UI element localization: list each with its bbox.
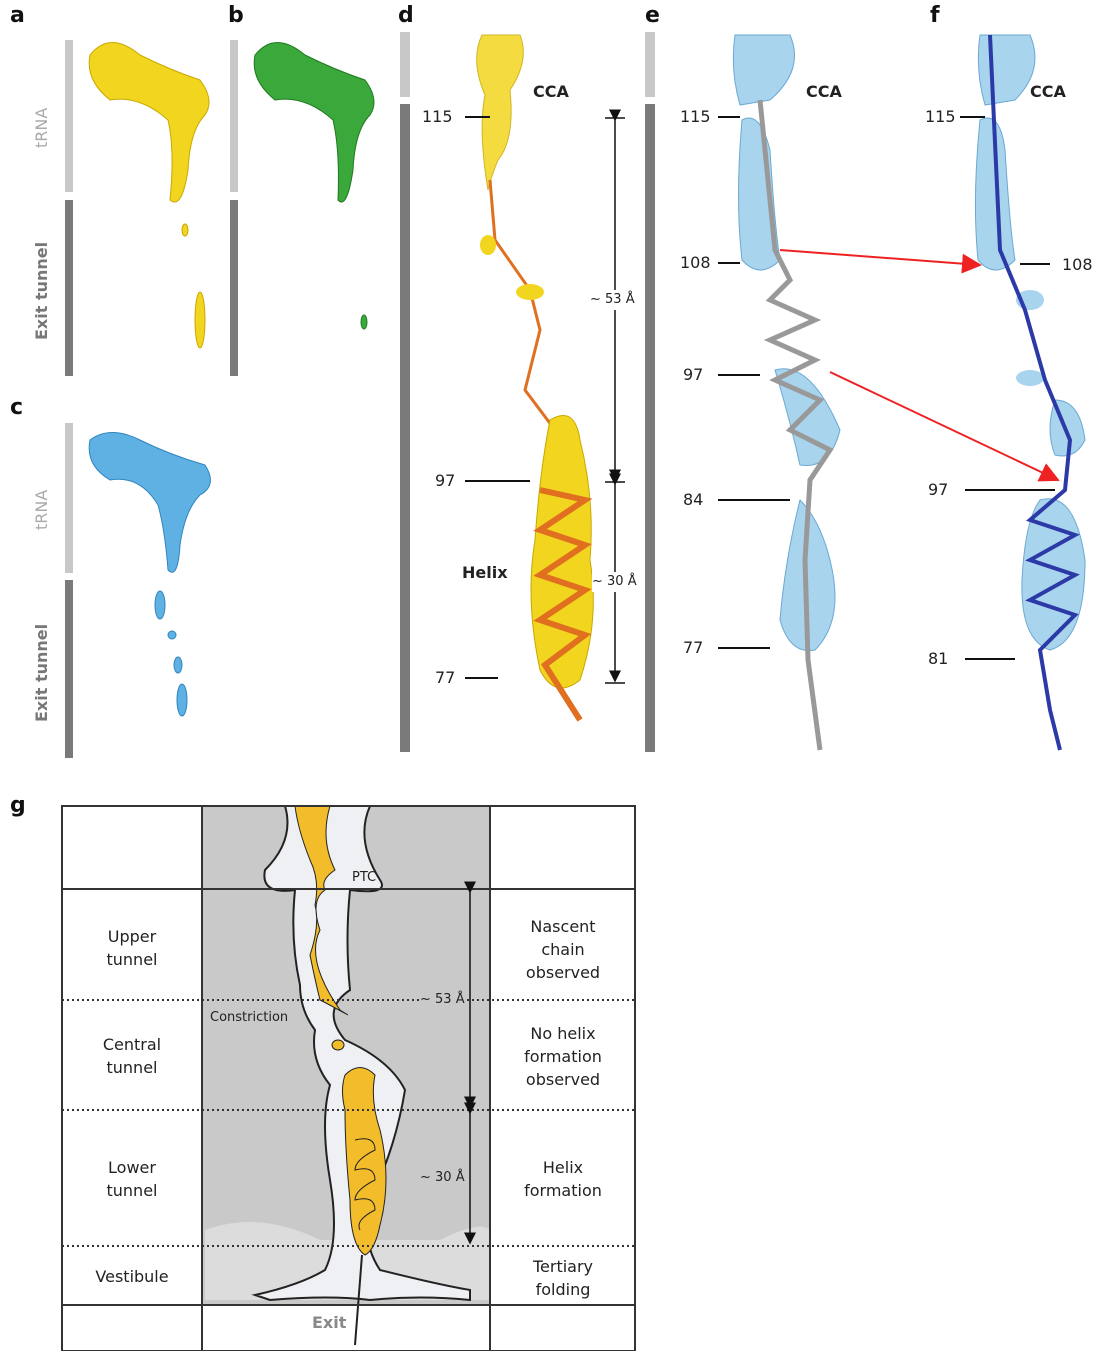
dimension-d: [605, 118, 625, 683]
shape: [254, 43, 374, 203]
shape: [645, 32, 655, 97]
label: 81: [928, 649, 948, 669]
label: 115: [925, 107, 956, 127]
shape: [230, 200, 238, 376]
label: Central tunnel: [87, 1033, 177, 1079]
label: b: [228, 6, 244, 26]
shape: [645, 104, 655, 752]
shape: [400, 104, 410, 752]
label: d: [398, 6, 414, 26]
label: No helix formation observed: [513, 1022, 613, 1091]
label: Exit tunnel: [32, 242, 52, 340]
label: g: [10, 796, 26, 816]
shape: [490, 180, 555, 480]
shape: [174, 657, 182, 673]
label: Lower tunnel: [87, 1156, 177, 1202]
label: 77: [683, 638, 703, 658]
label: tRNA: [32, 108, 52, 148]
density-b: [254, 43, 374, 330]
shape: [1016, 370, 1044, 386]
shape: [195, 292, 205, 348]
label: 115: [422, 107, 453, 127]
label: 97: [683, 365, 703, 385]
label: ~ 30 Å: [420, 1168, 465, 1188]
shape: [780, 250, 980, 265]
shape: [65, 423, 73, 573]
shape: [480, 235, 496, 255]
label: 108: [680, 253, 711, 273]
shape: [177, 684, 187, 716]
shape: [332, 1040, 344, 1050]
shape: [230, 40, 238, 192]
panel-e-model: [733, 35, 840, 750]
shape: [89, 43, 209, 203]
label: ~ 53 Å: [420, 990, 465, 1010]
shape: [830, 372, 1058, 480]
shape: [89, 433, 210, 573]
label: Tertiary folding: [513, 1255, 613, 1301]
label: c: [10, 398, 23, 418]
shape: [516, 284, 544, 300]
label: tRNA: [32, 490, 52, 530]
label: CCA: [1030, 82, 1066, 102]
shape: [65, 40, 73, 192]
label: Upper tunnel: [87, 925, 177, 971]
shape: [155, 591, 165, 619]
label: a: [10, 6, 25, 26]
label: 84: [683, 490, 703, 510]
label: f: [930, 6, 940, 26]
label: Vestibule: [77, 1265, 187, 1288]
label: ~ 53 Å: [590, 290, 635, 310]
page: a b d e f c g tRNA Exit tunnel tRNA Exit…: [0, 0, 1104, 1351]
label: Exit: [312, 1313, 346, 1333]
label: 97: [928, 480, 948, 500]
label: CCA: [533, 82, 569, 102]
shape: [978, 35, 1035, 105]
shape: [477, 35, 524, 190]
shape: [168, 631, 176, 639]
shape: [65, 580, 73, 758]
label: 108: [1062, 255, 1093, 275]
shape: [400, 32, 410, 97]
shape: [65, 200, 73, 376]
label: e: [645, 6, 660, 26]
label: Constriction: [210, 1008, 288, 1028]
density-c: [89, 433, 210, 717]
shape: [531, 416, 593, 689]
label: 115: [680, 107, 711, 127]
density-a: [89, 43, 209, 349]
label: PTC: [352, 868, 376, 888]
shape: [182, 224, 188, 236]
figure: [0, 0, 1104, 1351]
label: 97: [435, 471, 455, 491]
label: 77: [435, 668, 455, 688]
label: CCA: [806, 82, 842, 102]
label: Helix formation: [513, 1156, 613, 1202]
panel-d-model: [477, 35, 594, 720]
label: Nascent chain observed: [513, 915, 613, 984]
label: ~ 30 Å: [592, 572, 637, 592]
label: Helix: [462, 563, 508, 583]
shape: [733, 35, 794, 105]
shape: [361, 315, 367, 329]
label: Exit tunnel: [32, 624, 52, 722]
panel-f-model: [975, 35, 1085, 750]
